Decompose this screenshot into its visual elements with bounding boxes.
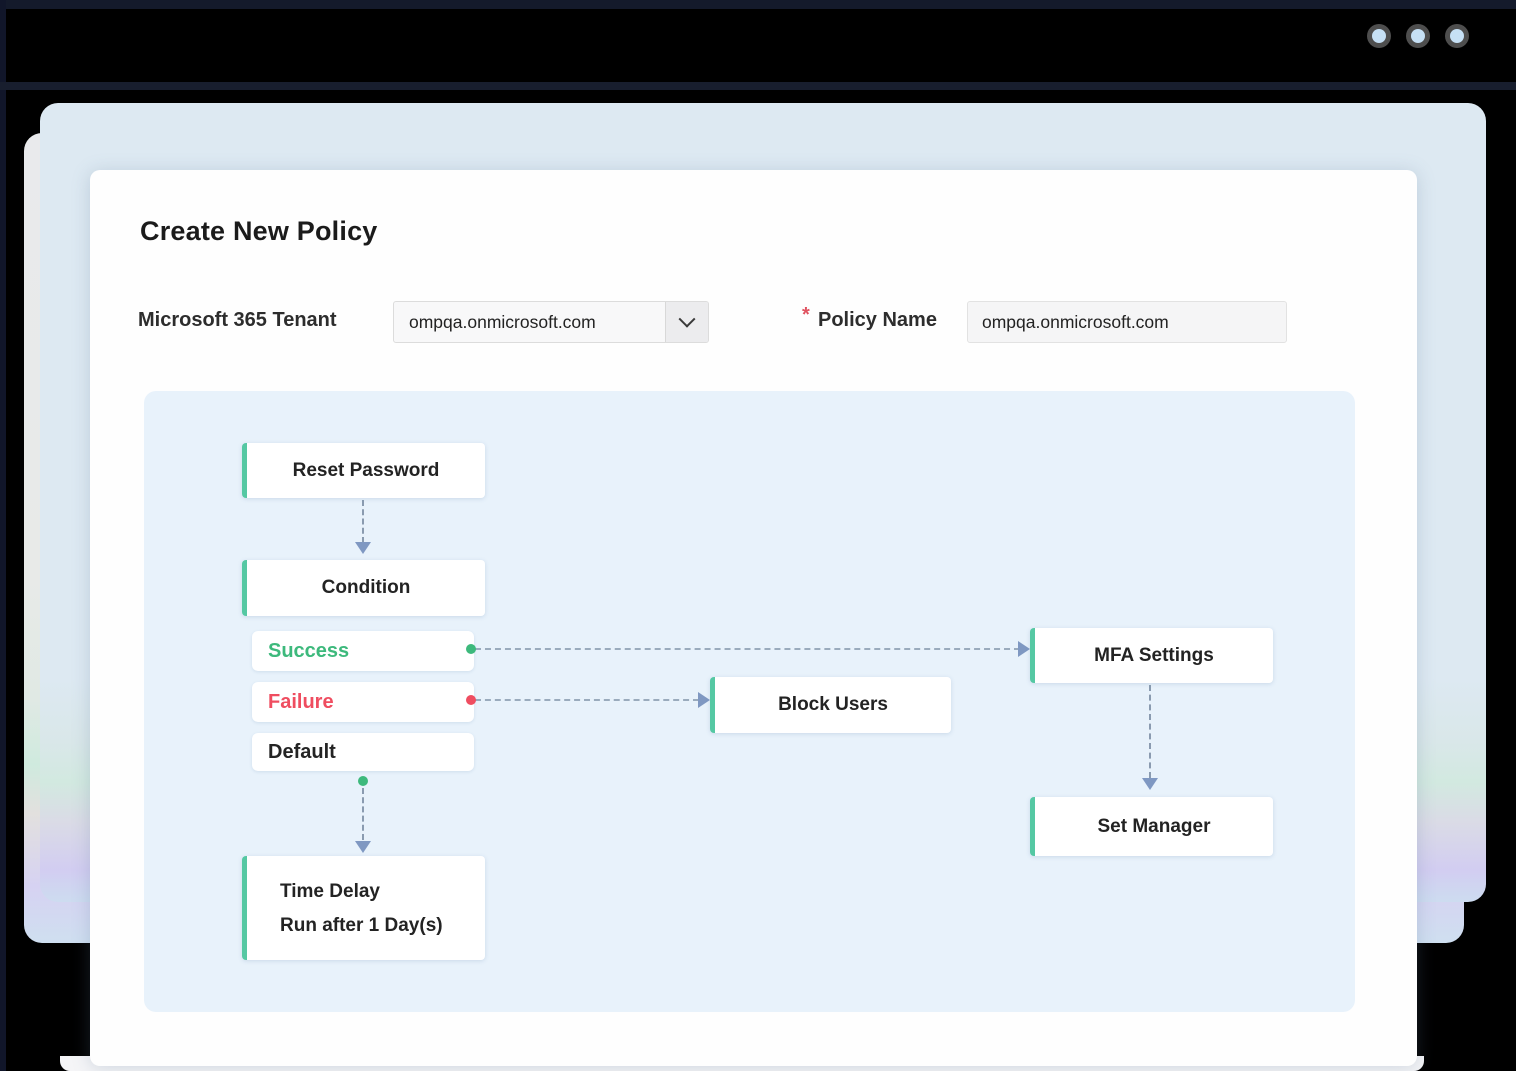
policy-name-input[interactable] <box>967 301 1287 343</box>
connector-success-to-mfa <box>475 648 1020 650</box>
arrowhead-right-icon <box>1018 641 1030 657</box>
node-set-manager[interactable]: Set Manager <box>1030 797 1273 856</box>
node-block-users[interactable]: Block Users <box>710 677 951 733</box>
connector-mfa-to-setmanager <box>1149 685 1151 778</box>
arrowhead-down-icon <box>1142 778 1158 790</box>
success-port-dot <box>466 644 476 654</box>
node-block-users-label: Block Users <box>778 694 888 715</box>
node-time-delay-subtitle: Run after 1 Day(s) <box>280 914 443 936</box>
tenant-select-value: ompqa.onmicrosoft.com <box>409 311 596 332</box>
arrowhead-down-icon <box>355 841 371 853</box>
node-mfa-settings[interactable]: MFA Settings <box>1030 628 1273 683</box>
titlebar-separator <box>0 82 1516 90</box>
workflow-canvas: Reset Password Condition Success Failure… <box>144 391 1355 1012</box>
tenant-select-caret-zone[interactable] <box>665 302 708 342</box>
branch-success-label: Success <box>268 639 350 662</box>
connector-default-to-timedelay <box>362 788 364 840</box>
chevron-down-icon <box>678 310 696 328</box>
required-asterisk: * <box>802 304 810 326</box>
default-port-dot <box>358 776 368 786</box>
tenant-label: Microsoft 365 Tenant <box>138 309 337 331</box>
failure-port-dot <box>466 695 476 705</box>
policy-name-label: Policy Name <box>818 309 937 331</box>
node-mfa-settings-label: MFA Settings <box>1094 644 1214 666</box>
arrowhead-right-icon <box>698 692 710 708</box>
connector-failure-to-block <box>475 699 699 701</box>
branch-default[interactable]: Default <box>252 733 474 771</box>
node-reset-password-label: Reset Password <box>292 459 440 481</box>
branch-success[interactable]: Success <box>252 631 474 671</box>
window-controls <box>1372 29 1464 43</box>
page-title: Create New Policy <box>140 216 378 246</box>
window-control-dot[interactable] <box>1450 29 1464 43</box>
window-control-dot[interactable] <box>1372 29 1386 43</box>
create-policy-card: Create New Policy Microsoft 365 Tenant o… <box>90 170 1417 1066</box>
branch-failure-label: Failure <box>268 690 334 713</box>
window-top-accent <box>0 0 1516 9</box>
branch-failure[interactable]: Failure <box>252 682 474 722</box>
node-reset-password[interactable]: Reset Password <box>242 443 485 498</box>
arrowhead-down-icon <box>355 542 371 554</box>
node-condition-label: Condition <box>321 577 411 598</box>
window-left-accent <box>0 0 6 1071</box>
branch-default-label: Default <box>268 740 336 763</box>
window-control-dot[interactable] <box>1411 29 1425 43</box>
node-set-manager-label: Set Manager <box>1097 815 1211 837</box>
tenant-select[interactable]: ompqa.onmicrosoft.com <box>393 301 709 343</box>
node-time-delay[interactable]: Time Delay Run after 1 Day(s) <box>242 856 485 960</box>
node-condition[interactable]: Condition <box>242 560 485 616</box>
node-time-delay-title: Time Delay <box>280 880 380 902</box>
connector-reset-to-condition <box>362 500 364 543</box>
